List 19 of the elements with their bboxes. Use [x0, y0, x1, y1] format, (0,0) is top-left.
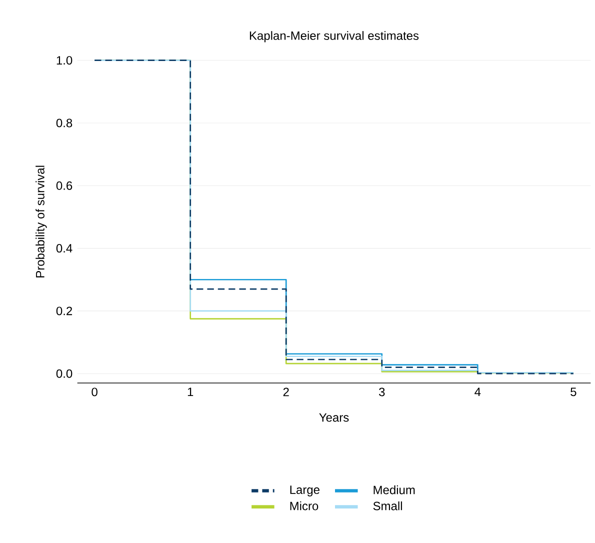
- y-tick-label: 0.0: [56, 369, 72, 378]
- y-tick-label: 1.0: [56, 56, 72, 65]
- x-tick-label: 5: [570, 388, 576, 396]
- y-tick-label: 0.4: [56, 244, 72, 253]
- x-tick-label: 0: [92, 388, 98, 396]
- legend-label: Medium: [374, 485, 415, 494]
- x-tick-label: 1: [188, 388, 194, 396]
- y-tick-label: 0.8: [56, 118, 72, 128]
- x-axis-title: Years: [319, 413, 349, 422]
- y-tick-label: 0.6: [56, 181, 72, 190]
- x-tick-label: 3: [379, 388, 385, 396]
- legend-label: Small: [373, 501, 402, 510]
- y-tick-label: 0.2: [56, 306, 72, 316]
- x-tick-label: 4: [474, 388, 481, 396]
- x-tick-label: 2: [283, 388, 289, 396]
- y-axis-title: Probability of survival: [36, 166, 47, 278]
- legend-label: Micro: [290, 501, 318, 510]
- chart-title: Kaplan-Meier survival estimates: [250, 31, 419, 42]
- legend-label: Large: [290, 486, 320, 496]
